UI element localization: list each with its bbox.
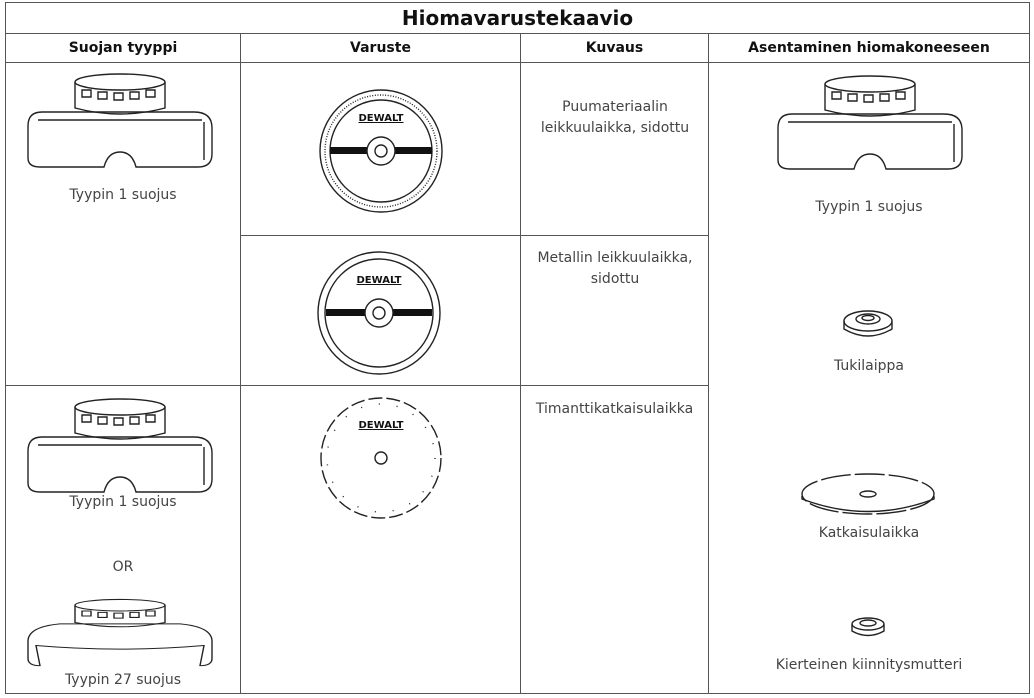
assembly-guard-image — [777, 75, 963, 170]
description: Metallin leikkuulaikka, sidottu — [537, 250, 693, 287]
cell — [520, 385, 709, 694]
logo: DEWALT — [359, 113, 404, 124]
label: Tyypin 1 suojus — [69, 187, 177, 203]
label: Tyypin 1 suojus — [69, 494, 177, 510]
column-header: Kuvaus — [585, 40, 644, 56]
guard-type-1-image — [27, 398, 213, 493]
diamond-blade-image — [801, 473, 935, 515]
label: OR — [112, 559, 134, 575]
logo: DEWALT — [357, 275, 402, 286]
guard-type-1-image — [27, 73, 213, 168]
label: Kierteinen kiinnitysmutteri — [775, 657, 963, 673]
column-header: Suojan tyyppi — [68, 40, 178, 56]
label: Tyypin 27 suojus — [64, 672, 182, 688]
nut-image — [851, 617, 885, 637]
metal-wheel-image: DEWALT — [317, 251, 441, 375]
diamond-wheel-image: DEWALT — [320, 397, 442, 519]
title: Hiomavarustekaavio — [401, 6, 634, 30]
wood-wheel-image: DEWALT — [319, 89, 443, 213]
label: Katkaisulaikka — [818, 525, 920, 541]
cell — [708, 62, 1030, 694]
label: Tukilaippa — [833, 358, 904, 374]
description: Puumateriaalin leikkuulaikka, sidottu — [540, 99, 690, 136]
cell — [520, 62, 709, 236]
logo: DEWALT — [359, 420, 404, 431]
column-header: Varuste — [350, 40, 411, 56]
column-header: Asentaminen hiomakoneeseen — [748, 40, 990, 56]
flange-image — [843, 310, 893, 337]
description: Timanttikatkaisulaikka — [535, 401, 694, 417]
label: Tyypin 1 suojus — [815, 199, 923, 215]
